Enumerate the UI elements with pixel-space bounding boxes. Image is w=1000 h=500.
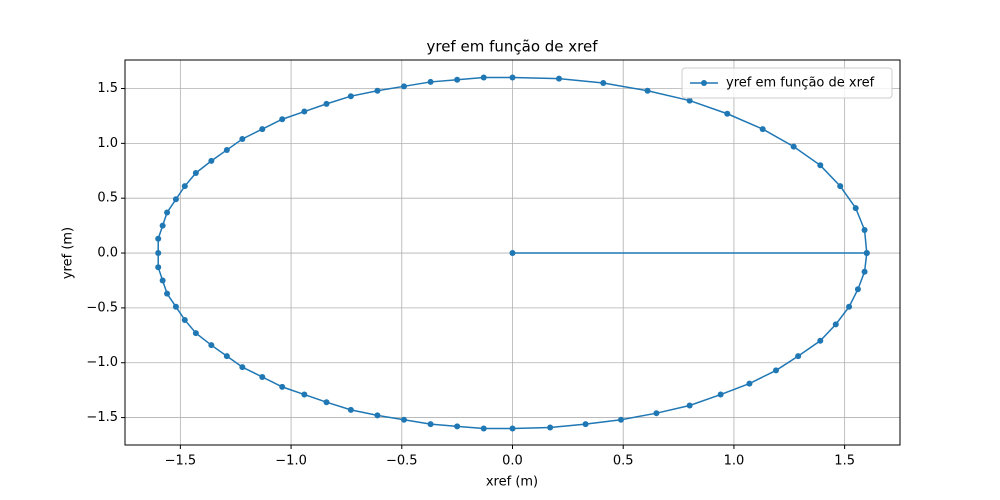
marker	[239, 135, 246, 142]
legend-marker	[701, 80, 707, 86]
plot-frame	[124, 59, 901, 446]
marker	[861, 268, 868, 275]
marker	[259, 126, 266, 133]
chart-title: yref em função de xref	[426, 38, 598, 56]
y-tick-label: 0.0	[97, 246, 118, 261]
marker	[618, 416, 624, 423]
marker	[259, 373, 266, 380]
marker	[374, 87, 381, 94]
marker	[223, 146, 230, 153]
marker	[208, 157, 215, 164]
marker	[861, 227, 868, 234]
marker	[454, 76, 461, 83]
marker	[644, 87, 651, 94]
marker	[401, 416, 407, 423]
x-tick-label: −1.5	[165, 454, 197, 469]
y-tick-label: −1.5	[86, 410, 118, 425]
marker	[817, 162, 824, 169]
marker	[164, 290, 171, 297]
marker	[509, 425, 516, 432]
x-tick-label: −0.5	[386, 454, 418, 469]
marker	[223, 353, 230, 360]
marker	[795, 353, 802, 360]
marker	[832, 321, 839, 328]
marker	[556, 75, 562, 82]
marker	[547, 424, 554, 431]
marker	[480, 74, 487, 81]
marker	[192, 330, 199, 337]
marker	[301, 391, 308, 398]
marker	[159, 222, 166, 229]
marker	[323, 100, 330, 107]
x-tick-label: 0.5	[613, 454, 634, 469]
marker	[374, 412, 381, 419]
marker	[509, 74, 516, 81]
marker	[159, 277, 166, 284]
marker	[686, 97, 693, 104]
y-axis-label: yref (m)	[61, 227, 76, 279]
marker	[717, 391, 724, 398]
marker	[155, 264, 162, 271]
marker	[172, 303, 179, 310]
marker	[427, 421, 434, 428]
marker	[759, 126, 766, 133]
marker	[181, 183, 188, 190]
x-tick-label: 0.0	[502, 454, 523, 469]
marker	[852, 205, 859, 212]
marker	[192, 169, 199, 176]
marker	[323, 399, 330, 406]
marker	[509, 250, 516, 257]
y-tick-label: 1.0	[97, 136, 118, 151]
marker	[837, 183, 844, 190]
marker	[301, 108, 308, 115]
marker	[279, 383, 286, 390]
marker	[746, 380, 753, 387]
marker	[347, 93, 354, 100]
marker	[600, 80, 607, 87]
marker	[846, 303, 853, 310]
x-tick-label: 1.5	[834, 454, 855, 469]
marker	[724, 110, 731, 117]
y-tick-label: 1.5	[97, 81, 118, 96]
x-tick-label: −1.0	[275, 454, 307, 469]
marker	[181, 316, 188, 323]
marker	[172, 196, 179, 203]
legend-label: yref em função de xref	[726, 76, 875, 91]
y-tick-label: 0.5	[97, 191, 118, 206]
x-tick-label: 1.0	[724, 454, 745, 469]
y-tick-label: −1.0	[86, 355, 118, 370]
marker	[279, 116, 286, 123]
marker	[863, 250, 870, 257]
marker	[401, 83, 407, 90]
marker	[454, 423, 461, 430]
marker	[790, 143, 797, 150]
marker	[582, 421, 589, 428]
marker	[208, 342, 215, 349]
marker	[164, 209, 171, 216]
marker	[480, 425, 487, 432]
marker	[347, 406, 354, 413]
marker	[686, 402, 693, 409]
y-tick-label: −0.5	[86, 300, 118, 315]
marker	[239, 364, 246, 371]
x-axis-label: xref (m)	[486, 475, 538, 490]
legend: yref em função de xref	[681, 67, 893, 99]
marker	[155, 250, 162, 257]
marker	[155, 235, 162, 242]
marker	[854, 286, 861, 293]
marker	[653, 410, 660, 417]
marker	[817, 337, 824, 344]
legend-box	[681, 67, 893, 99]
marker	[427, 78, 434, 85]
marker	[773, 367, 779, 374]
